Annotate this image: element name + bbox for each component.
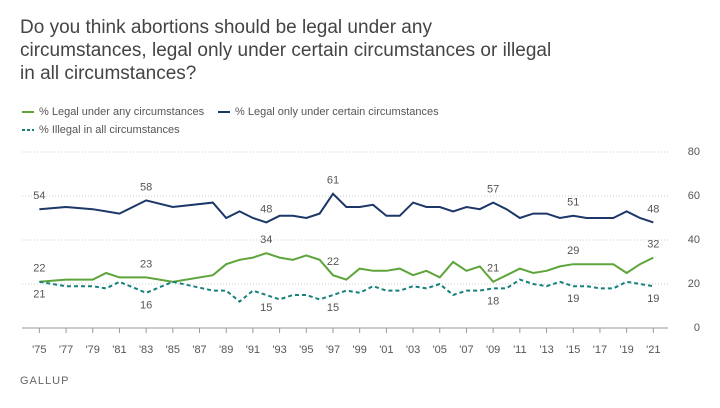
legend-label: % Illegal in all circumstances xyxy=(39,124,180,136)
x-tick-label: '07 xyxy=(459,344,473,356)
x-tick-label: '21 xyxy=(646,344,660,356)
x-tick-label: '95 xyxy=(299,344,313,356)
data-label: 48 xyxy=(260,203,272,215)
x-tick-label: '09 xyxy=(486,344,500,356)
data-label: 23 xyxy=(140,258,152,270)
data-label: 15 xyxy=(327,302,339,314)
x-tick-label: '05 xyxy=(433,344,447,356)
data-label: 21 xyxy=(33,289,45,301)
x-tick-label: '17 xyxy=(593,344,607,356)
series-line xyxy=(39,252,654,284)
x-tick-label: '97 xyxy=(326,344,340,356)
x-tick-label: '87 xyxy=(192,344,206,356)
x-tick-label: '15 xyxy=(566,344,580,356)
data-label: 32 xyxy=(647,239,659,251)
y-tick-label: 40 xyxy=(688,234,700,246)
data-label: 51 xyxy=(567,197,579,209)
x-tick-label: '99 xyxy=(353,344,367,356)
data-label: 19 xyxy=(567,293,579,305)
x-tick-label: '85 xyxy=(166,344,180,356)
y-tick-label: 80 xyxy=(688,146,700,158)
y-tick-label: 60 xyxy=(688,190,700,202)
data-label: 54 xyxy=(33,190,45,202)
x-tick-label: '93 xyxy=(272,344,286,356)
source: GALLUP xyxy=(20,375,69,387)
series-line xyxy=(39,192,654,224)
chart-title: Do you think abortions should be legal u… xyxy=(20,17,551,84)
data-label: 61 xyxy=(327,175,339,187)
x-tick-label: '13 xyxy=(539,344,553,356)
data-label: 29 xyxy=(567,245,579,257)
data-label: 19 xyxy=(647,293,659,305)
series-line xyxy=(39,278,654,303)
x-tick-label: '19 xyxy=(619,344,633,356)
data-label: 48 xyxy=(647,203,659,215)
legend-label: % Legal only under certain circumstances xyxy=(235,106,439,118)
data-label: 18 xyxy=(487,295,499,307)
data-label: 15 xyxy=(260,302,272,314)
data-label: 16 xyxy=(140,300,152,312)
y-tick-label: 20 xyxy=(688,278,700,290)
x-tick-label: '75 xyxy=(32,344,46,356)
y-tick-label: 0 xyxy=(694,322,700,334)
data-label: 22 xyxy=(327,256,339,268)
x-tick-label: '79 xyxy=(86,344,100,356)
x-tick-label: '01 xyxy=(379,344,393,356)
x-tick-label: '81 xyxy=(112,344,126,356)
x-tick-label: '03 xyxy=(406,344,420,356)
data-label: 21 xyxy=(487,263,499,275)
x-tick-label: '77 xyxy=(59,344,73,356)
x-tick-label: '89 xyxy=(219,344,233,356)
data-label: 22 xyxy=(33,263,45,275)
x-tick-label: '11 xyxy=(513,344,527,356)
data-label: 57 xyxy=(487,184,499,196)
legend-label: % Legal under any circumstances xyxy=(39,106,205,118)
data-label: 34 xyxy=(260,234,272,246)
x-tick-label: '83 xyxy=(139,344,153,356)
data-label: 58 xyxy=(140,181,152,193)
x-tick-label: '91 xyxy=(246,344,260,356)
